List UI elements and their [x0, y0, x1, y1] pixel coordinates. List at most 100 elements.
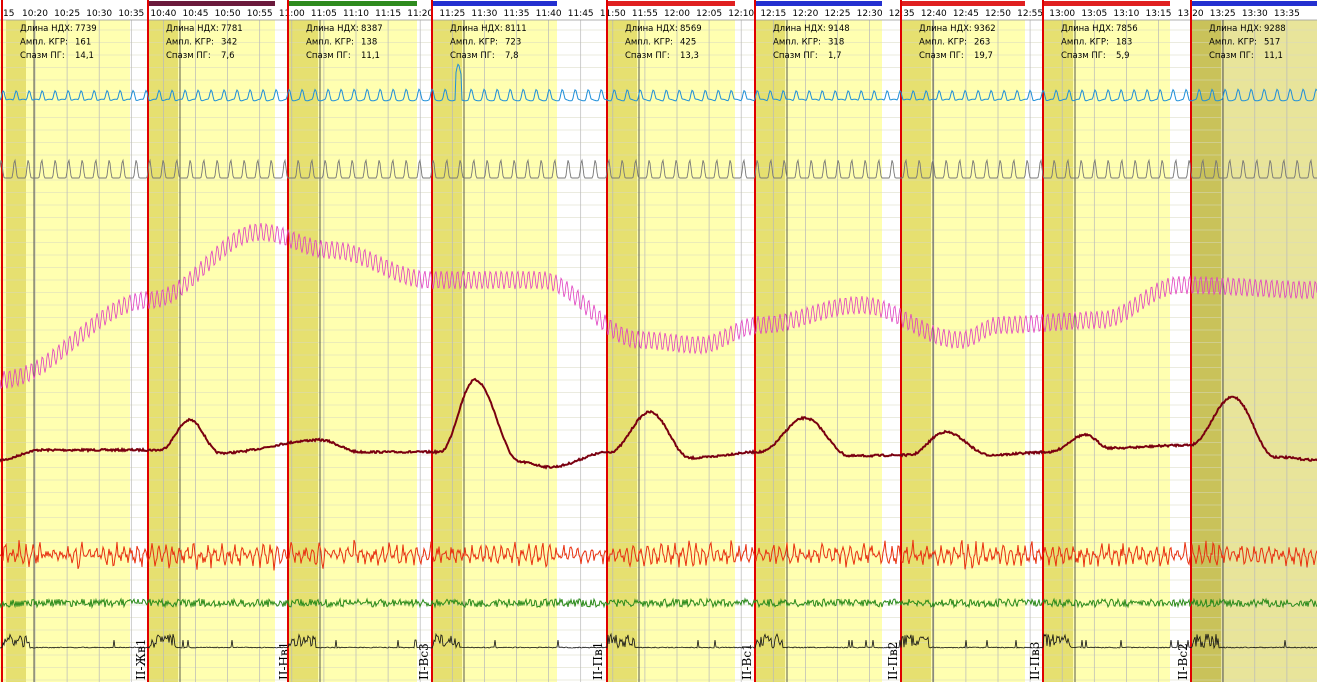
stat-label: Длина НДХ: [773, 24, 826, 34]
signal-darkred [0, 377, 1317, 470]
segment-start-band [432, 20, 462, 682]
segment-color-bar [1043, 1, 1170, 6]
signal-blue [0, 63, 1317, 102]
stat-label: Ампл. КГР: [166, 38, 214, 48]
stat-value: 9362 [974, 24, 996, 34]
stat-value: 723 [505, 38, 521, 48]
segment-start-band [288, 20, 318, 682]
time-label: 12:40 [921, 9, 947, 19]
segment-color-bar [607, 1, 735, 6]
time-label: 11:05 [311, 9, 337, 19]
stat-value: 11,1 [1264, 51, 1283, 61]
time-label: 10:45 [183, 9, 209, 19]
stat-value: 13,3 [680, 51, 699, 61]
time-label: 11:45 [568, 9, 594, 19]
segment-color-bar [148, 1, 275, 6]
time-label: 11:20 [407, 9, 433, 19]
time-label: 13:35 [1274, 9, 1300, 19]
stat-value: 517 [1264, 38, 1280, 48]
time-label: 13:30 [1242, 9, 1268, 19]
time-label: 10:30 [86, 9, 112, 19]
signal-grey [0, 158, 1317, 179]
stat-label: Спазм ПГ: [1209, 51, 1254, 61]
stat-label: Спазм ПГ: [625, 51, 670, 61]
signal-black [0, 632, 1317, 650]
event-marker: II-Пв1 [591, 642, 605, 680]
stat-label: Спазм ПГ: [306, 51, 351, 61]
time-label: 12:55 [1017, 9, 1043, 19]
stat-value: 14,1 [75, 51, 94, 61]
segment-color-bar [432, 1, 557, 6]
time-label: 11:10 [343, 9, 369, 19]
stat-value: 8569 [680, 24, 702, 34]
time-label: :15 [0, 9, 14, 19]
time-label: 12:15 [760, 9, 786, 19]
stat-value: 7739 [75, 24, 97, 34]
stat-label: Спазм ПГ: [919, 51, 964, 61]
time-label: 11:00 [279, 9, 305, 19]
time-label: 13:00 [1049, 9, 1075, 19]
time-label: 10:35 [118, 9, 144, 19]
time-label: 11:25 [439, 9, 465, 19]
stat-label: Длина НДХ: [166, 24, 219, 34]
event-marker: II-Вс1 [740, 643, 754, 680]
stat-value: 318 [828, 38, 844, 48]
segment-color-bar [901, 1, 1025, 6]
stat-value: 7856 [1116, 24, 1138, 34]
stat-label: Ампл. КГР: [450, 38, 498, 48]
time-label: 13:05 [1081, 9, 1107, 19]
stat-label: Ампл. КГР: [20, 38, 68, 48]
stat-label: Спазм ПГ: [1061, 51, 1106, 61]
time-label: 12:00 [664, 9, 690, 19]
stat-value: 11,1 [361, 51, 380, 61]
time-label: 12:45 [953, 9, 979, 19]
signal-pink [0, 222, 1317, 390]
stat-value: 7781 [221, 24, 243, 34]
stat-label: Ампл. КГР: [773, 38, 821, 48]
time-label: 13:15 [1146, 9, 1172, 19]
stat-value: 183 [1116, 38, 1132, 48]
event-marker: II-Вс2 [1176, 643, 1190, 680]
stat-value: 138 [361, 38, 377, 48]
time-label: 10:55 [247, 9, 273, 19]
stat-label: Длина НДХ: [919, 24, 972, 34]
event-marker: II-Вс3 [417, 643, 431, 680]
stat-label: Ампл. КГР: [625, 38, 673, 48]
signal-green [0, 597, 1317, 609]
stat-label: Длина НДХ: [625, 24, 678, 34]
stat-value: 263 [974, 38, 990, 48]
segment-start-band [1043, 20, 1073, 682]
signal-orange [0, 539, 1317, 571]
stat-value: 8387 [361, 24, 383, 34]
stat-label: Длина НДХ: [450, 24, 503, 34]
time-label: 11:30 [471, 9, 497, 19]
segment-start-band [901, 20, 931, 682]
segment-color-bar [1191, 1, 1317, 6]
segment-color-bar [755, 1, 882, 6]
stat-label: Спазм ПГ: [773, 51, 818, 61]
stat-label: Длина НДХ: [1209, 24, 1262, 34]
time-label: 10:40 [150, 9, 176, 19]
segment-color-bar [288, 1, 417, 6]
time-label: 12:10 [728, 9, 754, 19]
time-label: 12:25 [825, 9, 851, 19]
time-label: 12:50 [985, 9, 1011, 19]
stat-label: Ампл. КГР: [1209, 38, 1257, 48]
segment-start-band [6, 20, 26, 682]
stat-value: 7,8 [505, 51, 519, 61]
stat-label: Ампл. КГР: [306, 38, 354, 48]
time-label: 10:25 [54, 9, 80, 19]
segment-start-band [755, 20, 785, 682]
stat-label: Длина НДХ: [20, 24, 73, 34]
time-label: 10:50 [215, 9, 241, 19]
stat-label: Длина НДХ: [1061, 24, 1114, 34]
stat-label: Длина НДХ: [306, 24, 359, 34]
time-label: 11:35 [504, 9, 530, 19]
stat-label: Ампл. КГР: [919, 38, 967, 48]
stat-value: 8111 [505, 24, 527, 34]
stat-label: Спазм ПГ: [166, 51, 211, 61]
event-marker: II-Жв1 [134, 639, 148, 680]
time-label: 11:15 [375, 9, 401, 19]
event-marker: II-Пв3 [1028, 642, 1042, 680]
